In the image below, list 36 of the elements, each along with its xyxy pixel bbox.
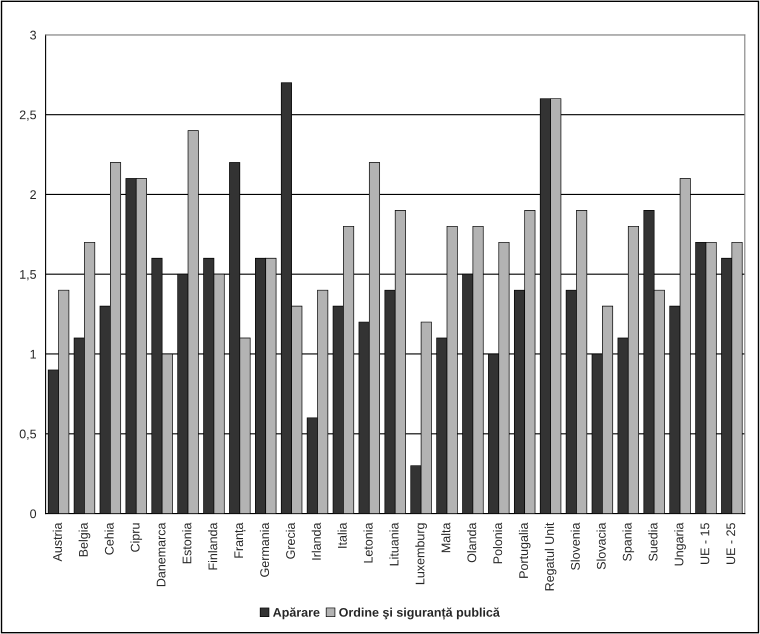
x-tick-label: UE - 15 xyxy=(700,523,710,564)
x-tick-label: Slovenia xyxy=(570,522,580,570)
x-tick-label: Austria xyxy=(52,522,62,562)
x-tick-label: Irlanda xyxy=(312,522,321,560)
x-tick-label: Finlanda xyxy=(208,522,218,570)
y-tick-label: 1 xyxy=(30,350,36,359)
x-tick-label: Franța xyxy=(234,522,246,558)
x-tick-label: Belgia xyxy=(78,522,90,556)
x-tick-label: Malta xyxy=(441,522,450,552)
x-tick-label: Danemarca xyxy=(156,522,166,586)
x-tick-label: Letonia xyxy=(363,522,373,563)
x-tick-label: Polonia xyxy=(492,522,502,564)
x-tick-label: Regatul Unit xyxy=(544,522,556,590)
y-tick-label: 2 xyxy=(30,190,36,199)
x-tick-label: Germania xyxy=(260,522,270,577)
x-tick-label: Lituania xyxy=(389,522,399,566)
x-tick-label: Suedia xyxy=(648,522,658,561)
y-tick-label: 0 xyxy=(30,509,36,518)
legend-label: Ordine şi siguranță publică xyxy=(339,607,500,620)
x-tick-label: Slovacia xyxy=(596,522,606,570)
x-tick-label: Spania xyxy=(622,522,634,561)
x-tick-label: Portugalia xyxy=(518,522,531,578)
y-tick-label: 1,5 xyxy=(20,270,36,280)
y-tick-label: 0,5 xyxy=(20,430,36,440)
x-tick-label: Olanda xyxy=(467,522,476,562)
x-tick-label: Cipru xyxy=(130,523,142,552)
x-tick-label: Estonia xyxy=(182,522,192,564)
y-tick-label: 2,5 xyxy=(20,110,36,121)
x-tick-label: Grecia xyxy=(286,522,295,559)
x-tick-label: Cehia xyxy=(104,522,114,555)
x-tick-label: Ungaria xyxy=(674,522,686,566)
legend-label: Apărare xyxy=(272,607,320,620)
x-tick-label: Italia xyxy=(338,522,347,548)
y-tick-label: 3 xyxy=(30,30,36,40)
x-tick-label: Luxemburg xyxy=(415,523,427,584)
x-tick-label: UE - 25 xyxy=(726,523,736,564)
